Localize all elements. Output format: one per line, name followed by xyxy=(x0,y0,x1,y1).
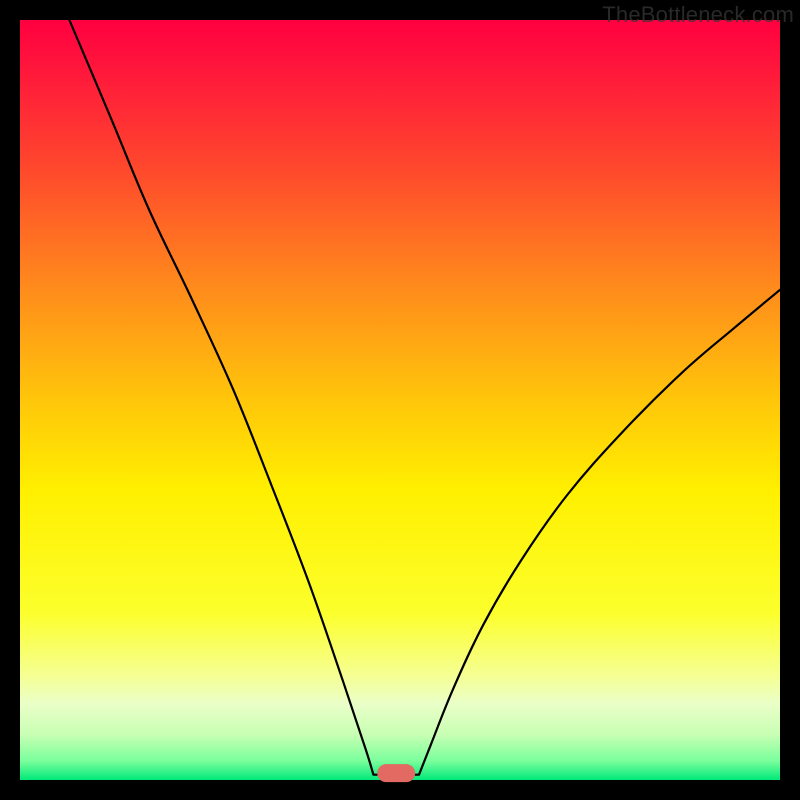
watermark-text: TheBottleneck.com xyxy=(602,2,794,28)
chart-canvas: TheBottleneck.com xyxy=(0,0,800,800)
bottleneck-chart xyxy=(0,0,800,800)
optimum-marker xyxy=(377,764,415,782)
